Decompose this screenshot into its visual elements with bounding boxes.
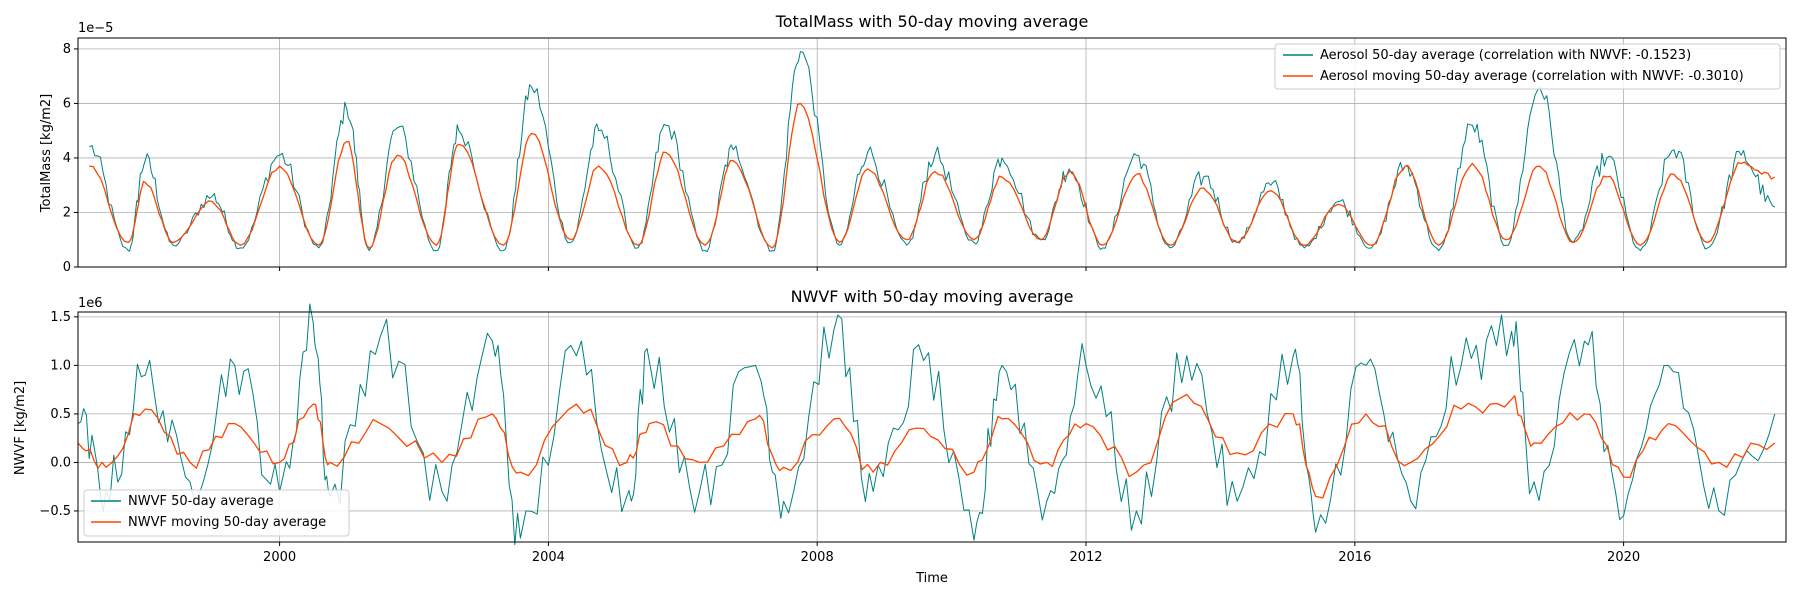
nwvf-avg-line bbox=[77, 303, 1776, 546]
y-tick-label: −0.5 bbox=[39, 504, 71, 519]
x-tick-label: 2008 bbox=[801, 550, 834, 565]
y-tick-label: 2 bbox=[63, 205, 71, 220]
y-tick-label: 4 bbox=[63, 151, 71, 166]
nwvf-legend: NWVF 50-day average NWVF moving 50-day a… bbox=[83, 489, 350, 537]
legend-box bbox=[1274, 43, 1781, 90]
totalmass-ylabel: TotalMass [kg/m2] bbox=[39, 94, 54, 213]
y-tick-label: 1.0 bbox=[50, 358, 71, 373]
totalmass-axes-frame bbox=[77, 37, 1787, 268]
nwvf-xticks: 2000 2004 2008 2012 2016 2020 bbox=[263, 542, 1640, 565]
y-tick-label: 0.5 bbox=[50, 407, 71, 422]
nwvf-subplot: NWVF with 50-day moving average 1e6 NWVF… bbox=[13, 287, 1787, 586]
legend-box bbox=[83, 489, 350, 537]
x-axis-label: Time bbox=[915, 571, 948, 586]
nwvf-series bbox=[77, 303, 1776, 546]
x-tick-label: 2004 bbox=[532, 550, 565, 565]
totalmass-yticks: 0 2 4 6 8 bbox=[63, 42, 78, 275]
totalmass-offset-label: 1e−5 bbox=[78, 21, 113, 36]
nwvf-yticks: −0.5 0.0 0.5 1.0 1.5 bbox=[39, 310, 78, 519]
nwvf-gridlines bbox=[78, 312, 1786, 542]
x-tick-label: 2020 bbox=[1607, 550, 1640, 565]
legend-label-nwvf-moving: NWVF moving 50-day average bbox=[128, 515, 326, 530]
y-tick-label: 1.5 bbox=[50, 310, 71, 325]
y-tick-label: 0.0 bbox=[50, 455, 71, 470]
totalmass-moving-avg-line bbox=[89, 102, 1776, 249]
totalmass-chart-title: TotalMass with 50-day moving average bbox=[775, 12, 1089, 31]
nwvf-ylabel: NWVF [kg/m2] bbox=[13, 381, 28, 475]
nwvf-moving-avg-line bbox=[77, 393, 1776, 499]
totalmass-legend: Aerosol 50-day average (correlation with… bbox=[1274, 43, 1781, 90]
totalmass-avg-line bbox=[88, 51, 1776, 252]
legend-label-aerosol-moving: Aerosol moving 50-day average (correlati… bbox=[1320, 69, 1744, 84]
x-tick-label: 2000 bbox=[263, 550, 296, 565]
nwvf-axes-frame bbox=[77, 311, 1787, 543]
x-tick-label: 2012 bbox=[1069, 550, 1102, 565]
totalmass-xticks bbox=[279, 267, 1625, 271]
legend-label-aerosol-avg: Aerosol 50-day average (correlation with… bbox=[1320, 48, 1691, 63]
nwvf-chart-title: NWVF with 50-day moving average bbox=[791, 287, 1074, 306]
y-tick-label: 8 bbox=[63, 42, 71, 57]
x-tick-label: 2016 bbox=[1338, 550, 1371, 565]
y-tick-label: 6 bbox=[63, 96, 71, 111]
legend-label-nwvf-avg: NWVF 50-day average bbox=[128, 494, 274, 509]
totalmass-subplot: TotalMass with 50-day moving average 1e−… bbox=[39, 12, 1787, 275]
nwvf-offset-label: 1e6 bbox=[78, 296, 103, 311]
y-tick-label: 0 bbox=[63, 260, 71, 275]
totalmass-series bbox=[88, 51, 1776, 252]
